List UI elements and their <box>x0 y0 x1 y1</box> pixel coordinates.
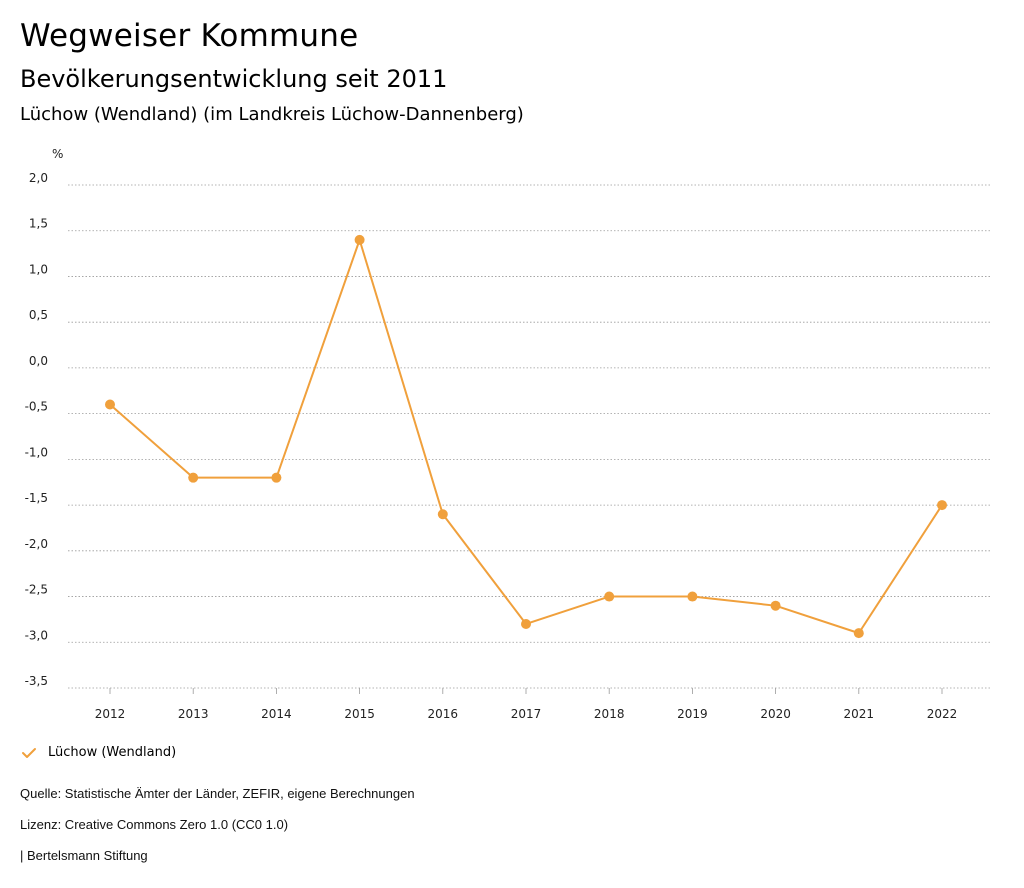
source-note: Quelle: Statistische Ämter der Länder, Z… <box>20 786 415 801</box>
y-tick-label: 1,0 <box>29 262 48 276</box>
line-chart: % 2,0 1,5 1,0 0,5 0,0 -0,5 -1,0 -1,5 -2,0 -2,5 -3,… <box>25 147 990 721</box>
x-tick-label: 2020 <box>760 707 791 721</box>
y-tick-label: 1,5 <box>29 217 48 231</box>
x-tick-label: 2016 <box>428 707 459 721</box>
legend[interactable]: Lüchow (Wendland) <box>20 745 176 760</box>
y-tick-label: -1,0 <box>25 445 48 459</box>
data-point[interactable] <box>105 399 115 410</box>
region-label: Lüchow (Wendland) (im Landkreis Lüchow-D… <box>20 104 524 125</box>
series-luechow <box>105 234 947 639</box>
y-tick-label: -3,5 <box>25 674 48 688</box>
grid-lines <box>68 184 990 689</box>
x-tick-label: 2021 <box>844 707 875 721</box>
legend-label: Lüchow (Wendland) <box>48 745 177 760</box>
x-tick-label: 2019 <box>677 707 708 721</box>
y-tick-label: 0,0 <box>29 354 48 368</box>
y-tick-label: -0,5 <box>25 400 48 414</box>
x-tick-label: 2012 <box>95 707 126 721</box>
data-point[interactable] <box>937 500 947 511</box>
x-tick-label: 2018 <box>594 707 625 721</box>
publisher-note: | Bertelsmann Stiftung <box>20 848 148 863</box>
data-point[interactable] <box>354 234 365 245</box>
data-point[interactable] <box>271 472 282 483</box>
chart-subtitle: Bevölkerungsentwicklung seit 2011 <box>20 65 448 93</box>
page-title: Wegweiser Kommune <box>20 18 359 54</box>
x-axis: 2012 2013 2014 2015 2016 2017 2018 2019 2020 2021… <box>95 688 958 721</box>
y-tick-label: 0,5 <box>29 308 48 322</box>
data-point[interactable] <box>521 618 531 629</box>
y-tick-label: -3,0 <box>25 628 48 642</box>
data-point[interactable] <box>437 509 448 520</box>
data-point[interactable] <box>604 591 615 602</box>
x-tick-label: 2014 <box>261 707 292 721</box>
y-tick-label: -1,5 <box>25 491 48 505</box>
license-note: Lizenz: Creative Commons Zero 1.0 (CC0 1… <box>20 817 289 832</box>
x-tick-label: 2022 <box>927 707 958 721</box>
data-point[interactable] <box>188 472 199 483</box>
y-axis: 2,0 1,5 1,0 0,5 0,0 -0,5 -1,0 -1,5 -2,0 -2,5 -3,0 -… <box>25 171 48 688</box>
y-tick-label: -2,0 <box>25 537 48 551</box>
series-line <box>109 238 943 635</box>
y-axis-unit: % <box>52 147 63 161</box>
data-point[interactable] <box>770 600 781 611</box>
x-tick-label: 2015 <box>344 707 375 721</box>
y-tick-label: -2,5 <box>25 583 48 597</box>
x-tick-label: 2017 <box>511 707 542 721</box>
data-point[interactable] <box>853 628 864 639</box>
check-icon <box>22 747 36 758</box>
x-tick-label: 2013 <box>178 707 209 721</box>
y-tick-label: 2,0 <box>29 171 48 185</box>
data-point[interactable] <box>687 591 698 602</box>
